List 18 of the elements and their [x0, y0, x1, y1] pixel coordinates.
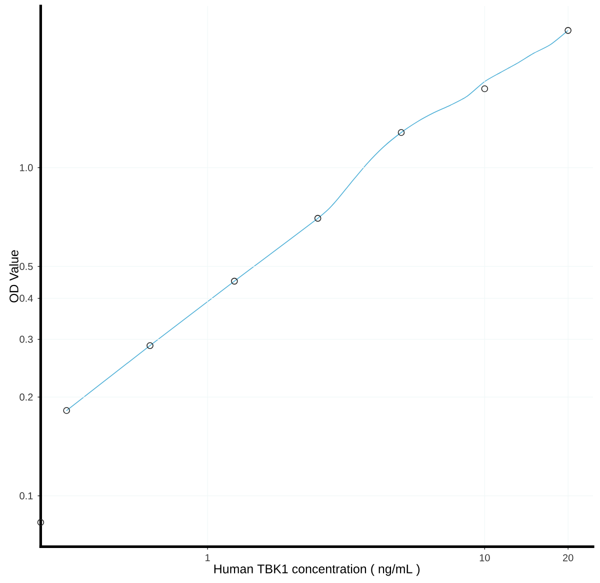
y-tick-label: 0.4 [20, 294, 33, 302]
y-tick-label: 0.5 [20, 262, 33, 270]
y-tick-label: 0.1 [20, 492, 33, 500]
y-tick-label: 1.0 [20, 164, 33, 172]
point [481, 85, 488, 92]
point [231, 278, 238, 285]
y-axis-title: OD Value [9, 250, 18, 302]
point [398, 129, 405, 136]
x-axis-title: Human TBK1 concentration ( ng/mL ) [214, 564, 420, 576]
x-tick-label: 20 [563, 554, 574, 562]
x-tick-label: 10 [480, 554, 490, 562]
y-tick-label: 0.3 [20, 336, 33, 343]
point [314, 214, 322, 222]
point [564, 27, 572, 34]
x-tick-label: 1 [206, 554, 210, 562]
y-tick-label: 0.2 [20, 394, 33, 401]
point [63, 407, 70, 414]
point [146, 342, 154, 349]
